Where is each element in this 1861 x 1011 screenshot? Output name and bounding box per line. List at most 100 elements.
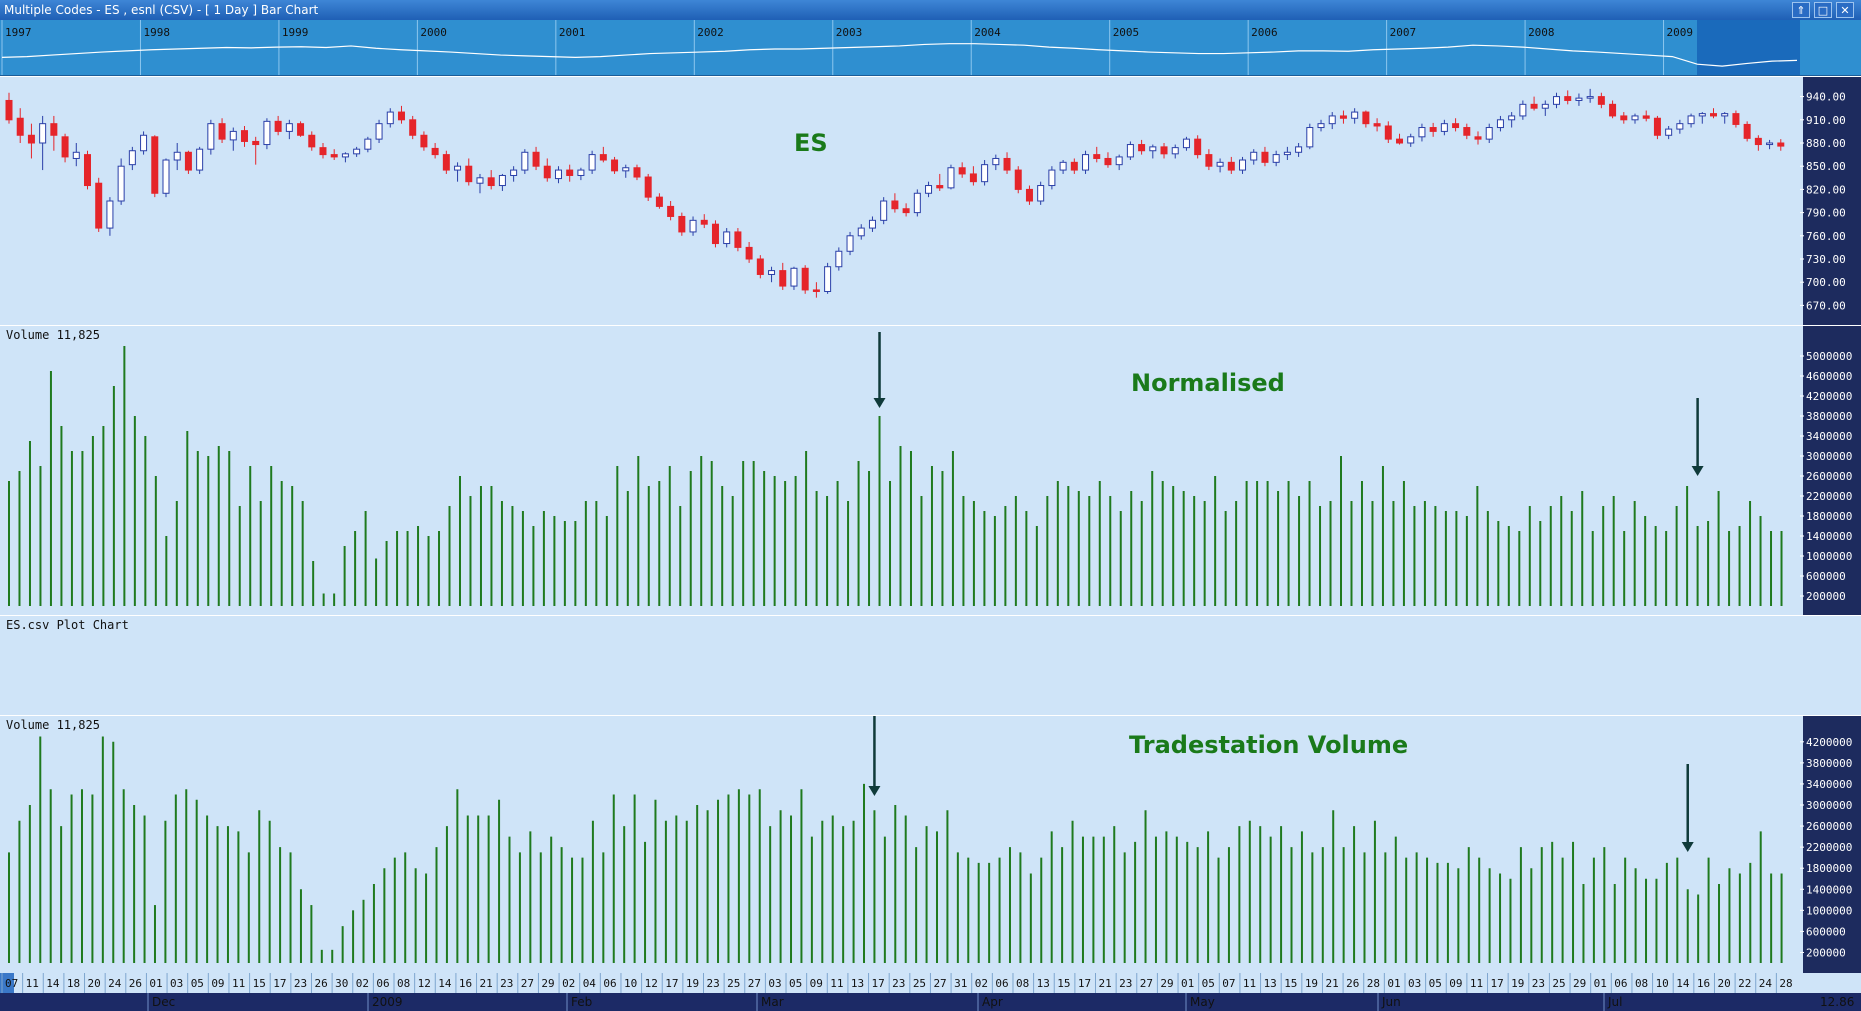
plot-caption: ES.csv Plot Chart bbox=[6, 618, 129, 632]
candle-body bbox=[1160, 146, 1168, 155]
plot-chart-pane[interactable]: ES.csv Plot Chart bbox=[0, 615, 1861, 715]
candle-body bbox=[431, 147, 439, 156]
date-day-label: 08 bbox=[1016, 977, 1029, 990]
date-day-label: 19 bbox=[1511, 977, 1524, 990]
volume-tick-label: 4600000 bbox=[1806, 370, 1852, 383]
date-day-label: 14 bbox=[438, 977, 452, 990]
restore-up-icon[interactable]: ⇑ bbox=[1792, 2, 1810, 18]
date-day-label: 25 bbox=[913, 977, 926, 990]
candle-body bbox=[857, 227, 865, 237]
candle-body bbox=[61, 136, 69, 158]
volume-tick-label: 2200000 bbox=[1806, 490, 1852, 503]
candle-body bbox=[756, 258, 764, 275]
candle-body bbox=[184, 151, 192, 171]
maximize-icon[interactable]: □ bbox=[1814, 2, 1832, 18]
overview-navigator[interactable]: 1997 1998 1999 2000 2001 2002 2003 2004 2005 2006… bbox=[0, 20, 1861, 76]
candle-body bbox=[173, 151, 181, 161]
overview-year-label: 2004 bbox=[974, 26, 1001, 39]
price-pane[interactable]: 940.00 910.00 880.00 850.00 820.00 790.00 760.… bbox=[0, 76, 1861, 325]
candle-body bbox=[846, 235, 854, 252]
candle-body bbox=[364, 138, 372, 150]
overview-svg: 1997 1998 1999 2000 2001 2002 2003 2004 2005 2006… bbox=[1, 20, 1800, 75]
date-day-label: 11 bbox=[232, 977, 245, 990]
annotation-arrow-head bbox=[1681, 842, 1694, 852]
candle-body bbox=[779, 270, 787, 287]
overview-year-label: 2008 bbox=[1528, 26, 1555, 39]
candle-body bbox=[263, 120, 271, 146]
candle-body bbox=[297, 123, 305, 136]
date-day-label: 11 bbox=[1243, 977, 1256, 990]
candle-body bbox=[1272, 154, 1280, 163]
overview-year-label: 2006 bbox=[1251, 26, 1278, 39]
overview-year-label: 1998 bbox=[143, 26, 170, 39]
candle-body bbox=[1575, 97, 1583, 101]
date-day-label: 23 bbox=[1119, 977, 1132, 990]
candle-body bbox=[992, 157, 1000, 166]
date-day-label: 06 bbox=[603, 977, 616, 990]
candle-body bbox=[1216, 161, 1224, 167]
normalised-volume-pane[interactable]: 5000000 4600000 4200000 3800000 3400000 30000… bbox=[0, 325, 1861, 615]
date-day-label: 10 bbox=[624, 977, 637, 990]
price-tick-label: 760.00 bbox=[1806, 230, 1846, 243]
price-tick-label: 850.00 bbox=[1806, 160, 1846, 173]
date-day-label: 14 bbox=[1676, 977, 1690, 990]
tradestation-label: Tradestation Volume bbox=[1129, 731, 1409, 759]
date-day-label: 03 bbox=[768, 977, 781, 990]
candle-body bbox=[27, 134, 35, 144]
overview-price-line bbox=[1, 43, 1798, 67]
volume-tick-label: 2200000 bbox=[1806, 841, 1852, 854]
candle-body bbox=[1239, 159, 1247, 171]
volume-tick-label: 4200000 bbox=[1806, 736, 1852, 749]
candle-body bbox=[801, 267, 809, 291]
date-day-label: 05 bbox=[789, 977, 802, 990]
candle-body bbox=[1306, 127, 1314, 148]
annotation-arrow-head bbox=[868, 786, 881, 796]
volume-tick-label: 3800000 bbox=[1806, 410, 1852, 423]
candle-body bbox=[252, 140, 260, 146]
date-axis[interactable]: 07 11 14 18 20 24 26 01 03 05 09 11 15 17 23 26 30 02 06 08… bbox=[0, 973, 1861, 1011]
date-day-label: 27 bbox=[933, 977, 946, 990]
date-day-label: 16 bbox=[1697, 977, 1710, 990]
candle-body bbox=[824, 266, 832, 292]
candle-body bbox=[39, 123, 47, 144]
tradestation-scale[interactable] bbox=[1803, 716, 1861, 973]
candle-body bbox=[207, 123, 215, 150]
tradestation-volume-pane[interactable]: 4200000 3800000 3400000 3000000 2600000 22000… bbox=[0, 715, 1861, 973]
date-day-label: 29 bbox=[1573, 977, 1586, 990]
candle-body bbox=[117, 165, 125, 202]
candle-body bbox=[16, 117, 24, 136]
candle-body bbox=[95, 182, 103, 229]
candle-body bbox=[83, 154, 91, 187]
overview-year-label: 2009 bbox=[1667, 26, 1694, 39]
candle-body bbox=[1496, 119, 1504, 129]
date-day-label: 26 bbox=[314, 977, 327, 990]
candle-body bbox=[510, 169, 518, 176]
candle-body bbox=[812, 289, 820, 292]
candle-body bbox=[1777, 142, 1785, 147]
volume-tick-label: 4200000 bbox=[1806, 390, 1852, 403]
candle-body bbox=[1530, 103, 1538, 109]
volume-tick-label: 1400000 bbox=[1806, 530, 1852, 543]
overview-year-label: 2005 bbox=[1113, 26, 1140, 39]
date-axis-svg: 07 11 14 18 20 24 26 01 03 05 09 11 15 17 23 26 30 02 06 08… bbox=[0, 973, 1861, 1011]
volume-tick-label: 3800000 bbox=[1806, 757, 1852, 770]
volume-tick-label: 1800000 bbox=[1806, 510, 1852, 523]
normalised-scale[interactable] bbox=[1803, 326, 1861, 615]
date-month-label: Jun bbox=[1381, 995, 1401, 1009]
candle-body bbox=[880, 200, 888, 221]
candle-body bbox=[1362, 111, 1370, 125]
candle-body bbox=[386, 111, 394, 125]
candle-body bbox=[1339, 115, 1347, 119]
volume-tick-label: 3400000 bbox=[1806, 778, 1852, 791]
date-day-label: 13 bbox=[1264, 977, 1277, 990]
volume-tick-label: 2600000 bbox=[1806, 470, 1852, 483]
date-day-label: 26 bbox=[129, 977, 142, 990]
overview-year-label: 1997 bbox=[5, 26, 32, 39]
close-icon[interactable]: ✕ bbox=[1836, 2, 1854, 18]
volume-tick-label: 5000000 bbox=[1806, 350, 1852, 363]
price-scale[interactable] bbox=[1803, 77, 1861, 325]
date-day-label: 20 bbox=[88, 977, 101, 990]
price-tick-label: 730.00 bbox=[1806, 253, 1846, 266]
candle-body bbox=[1429, 127, 1437, 132]
date-day-label: 05 bbox=[1202, 977, 1215, 990]
